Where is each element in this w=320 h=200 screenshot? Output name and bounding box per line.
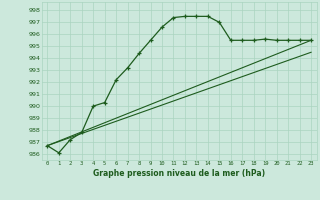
X-axis label: Graphe pression niveau de la mer (hPa): Graphe pression niveau de la mer (hPa) — [93, 169, 265, 178]
